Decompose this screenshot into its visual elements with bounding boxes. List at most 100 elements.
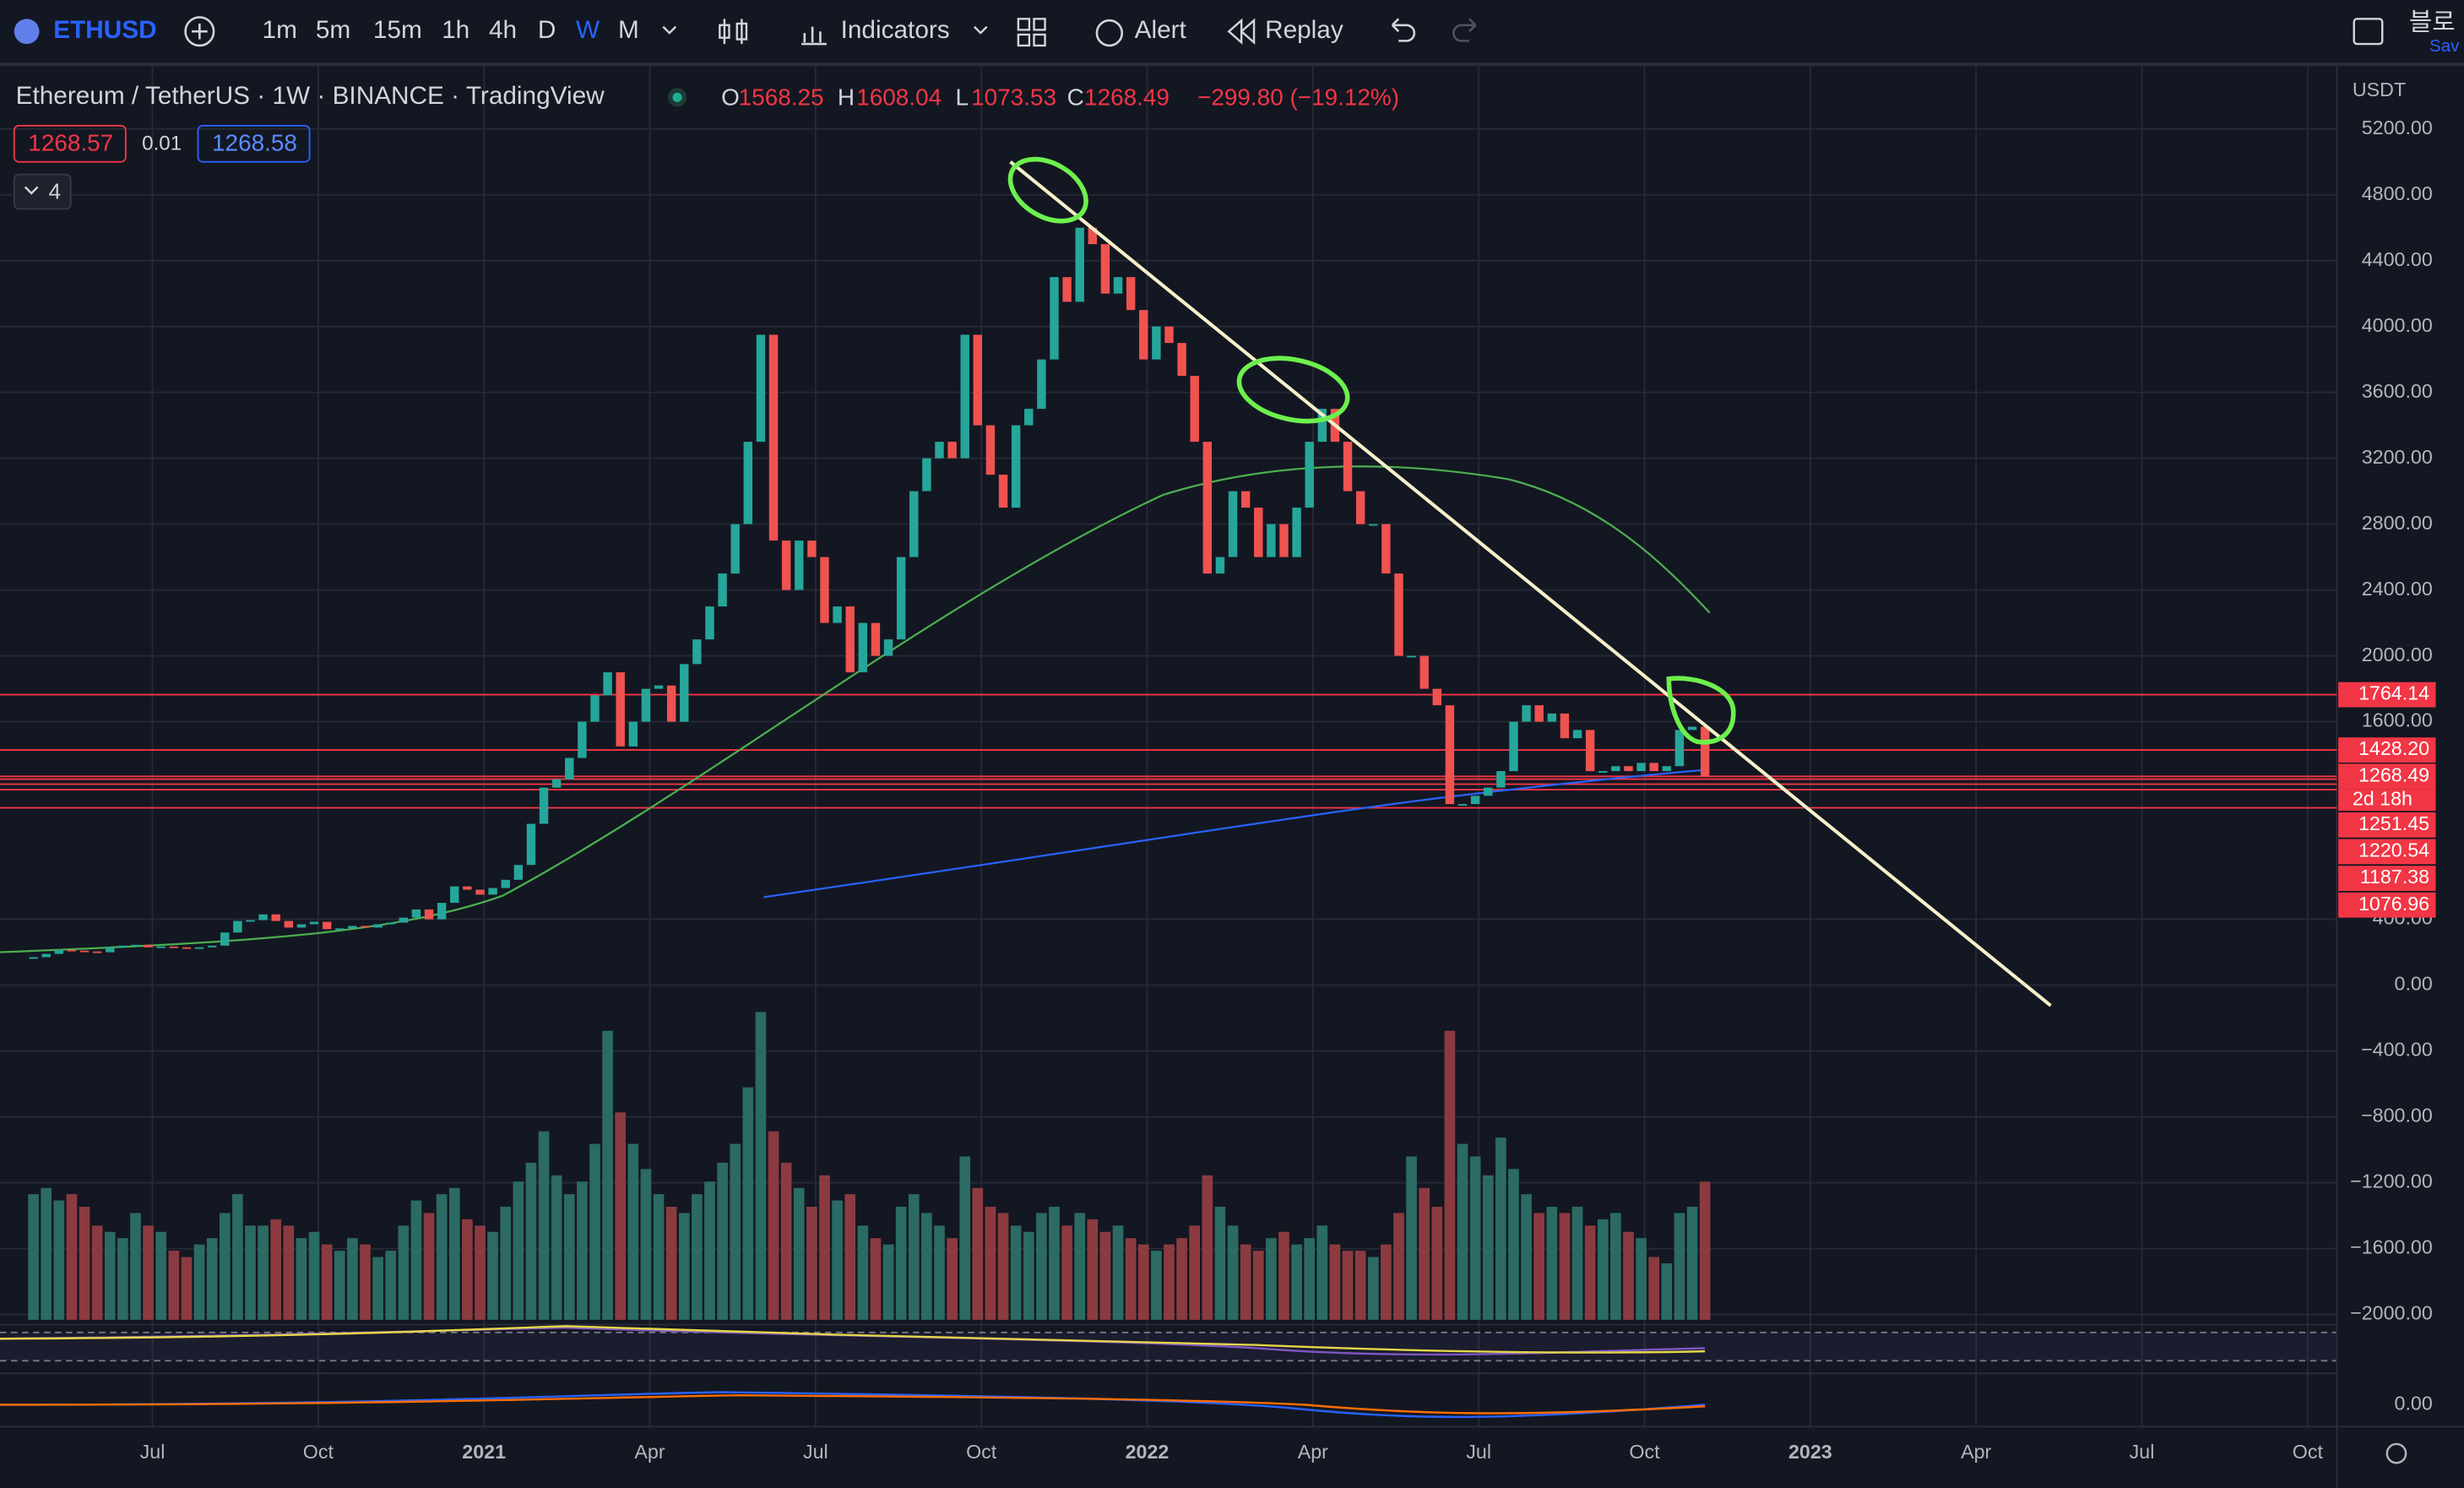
price-tick-label: 2400.00 (2362, 578, 2433, 600)
indicators-button[interactable]: Indicators (841, 16, 950, 44)
volume-bar (1469, 1156, 1481, 1320)
countdown: 2d 18h (2353, 787, 2412, 809)
chart-type[interactable] (719, 19, 748, 45)
ask[interactable]: 1268.58 (212, 130, 297, 156)
volume-bar (819, 1175, 830, 1320)
fullscreen[interactable] (2353, 18, 2384, 46)
replay-button[interactable]: Replay (1265, 16, 1343, 44)
candle (1547, 713, 1557, 722)
interval[interactable]: 15m (373, 16, 422, 44)
volume-bar (1061, 1225, 1072, 1320)
volume-bar (1304, 1238, 1316, 1320)
volume-bar (1010, 1225, 1022, 1320)
high-value: 1608.04 (856, 84, 942, 111)
candle (1024, 409, 1034, 426)
volume-bar (985, 1206, 996, 1320)
candle (1267, 524, 1276, 557)
candle (1572, 730, 1582, 739)
alert-button[interactable]: Alert (1135, 16, 1187, 44)
candle (1152, 326, 1161, 360)
candle (1687, 726, 1697, 730)
bid[interactable]: 1268.57 (28, 130, 113, 156)
volume-bar (28, 1194, 39, 1320)
volume-bar (1686, 1206, 1698, 1320)
volume-bar (1406, 1156, 1417, 1320)
volume-bar (181, 1257, 193, 1320)
indicator-count[interactable]: 4 (49, 179, 62, 204)
volume-bar (972, 1187, 984, 1320)
volume-bar (742, 1087, 754, 1320)
volume-bar (1457, 1143, 1468, 1320)
candle (947, 442, 957, 459)
volume-bar (1227, 1225, 1239, 1320)
volume-bar (934, 1225, 945, 1320)
candle (1075, 227, 1084, 302)
candle (858, 622, 868, 673)
volume-bar (1049, 1206, 1060, 1320)
volume-bar (857, 1225, 869, 1320)
undo[interactable] (1391, 18, 1416, 42)
candle (960, 334, 969, 459)
price-tick-label: −800.00 (2361, 1105, 2433, 1127)
save-text[interactable]: Sav (2429, 36, 2460, 56)
price-tick-label: 5200.00 (2362, 117, 2433, 138)
volume-bar (653, 1194, 665, 1320)
volume-bar (882, 1244, 894, 1320)
volume-bar (1176, 1238, 1187, 1320)
time-tick-label: Jul (1466, 1441, 1491, 1463)
interval[interactable]: 5m (316, 16, 350, 44)
volume-bar (487, 1231, 498, 1320)
bid-box[interactable] (13, 124, 127, 163)
candle (628, 721, 638, 747)
volume-bar (1661, 1263, 1673, 1320)
price-tick-label: 2000.00 (2362, 644, 2433, 665)
volume-bar (130, 1213, 141, 1320)
time-tick-label: Oct (303, 1441, 334, 1463)
toolbar (0, 0, 2464, 63)
settings[interactable] (2385, 1442, 2407, 1464)
candle (1343, 442, 1353, 491)
change-value: −299.80 (−19.12%) (1197, 84, 1399, 111)
indicator-toggle[interactable] (13, 173, 72, 210)
interval[interactable]: 4h (489, 16, 517, 44)
candle (79, 950, 90, 953)
symbol[interactable]: ETHUSD (53, 16, 156, 44)
price-tag-label: 1428.20 (2358, 737, 2429, 759)
candle (194, 947, 204, 949)
candle (335, 928, 345, 931)
candle (718, 573, 727, 607)
price-tick-label: −400.00 (2361, 1039, 2433, 1061)
ask-box[interactable] (197, 124, 311, 163)
candle (730, 524, 740, 574)
volume-bar (1099, 1231, 1111, 1320)
candle (373, 924, 383, 928)
interval-dropdown[interactable] (662, 25, 677, 35)
volume-bar (1252, 1251, 1264, 1320)
volume-bar (602, 1030, 613, 1320)
volume-bar (104, 1231, 116, 1320)
volume-bar (589, 1143, 600, 1320)
highlight (1666, 676, 1736, 745)
layout-button[interactable] (1017, 18, 1046, 47)
volume-bar (1533, 1213, 1545, 1320)
candle (501, 879, 510, 888)
alert-icon (1095, 19, 1124, 47)
volume-bar (41, 1187, 52, 1320)
redo[interactable] (1452, 18, 1477, 42)
interval[interactable]: 1m (263, 16, 297, 44)
volume-bar (1214, 1206, 1226, 1320)
indicators-dropdown[interactable] (973, 25, 988, 35)
interval[interactable]: W (576, 16, 600, 44)
volume-bar (1419, 1187, 1430, 1320)
interval[interactable]: 1h (442, 16, 469, 44)
toggle-arrow (24, 186, 39, 195)
add-symbol[interactable] (184, 16, 215, 47)
volume-bar (347, 1238, 358, 1320)
candle (1062, 277, 1072, 302)
volume-bar (577, 1181, 588, 1320)
interval[interactable]: M (618, 16, 639, 44)
interval[interactable]: D (538, 16, 556, 44)
currency[interactable]: USDT (2353, 79, 2406, 100)
candle (92, 951, 102, 953)
